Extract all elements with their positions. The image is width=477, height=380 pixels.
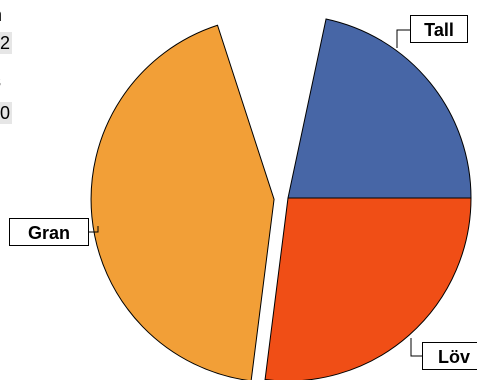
cropped-left-panel: n 2 s 0 bbox=[0, 0, 22, 130]
cropped-value-1: 2 bbox=[0, 32, 12, 54]
leader-line-tall bbox=[396, 29, 410, 48]
cropped-value-2: 0 bbox=[0, 102, 12, 124]
cropped-text-2: s bbox=[0, 70, 1, 92]
leader-line-gran bbox=[89, 226, 99, 233]
pie-slice-gran bbox=[90, 24, 275, 380]
slice-label-gran: Gran bbox=[9, 218, 89, 246]
slice-label-lov: Löv bbox=[422, 342, 477, 370]
pie-slice-lov bbox=[264, 197, 472, 380]
leader-line-lov bbox=[410, 338, 422, 357]
pie-slice-tall bbox=[287, 18, 472, 199]
slice-label-tall: Tall bbox=[410, 15, 468, 43]
cropped-text-1: n bbox=[0, 4, 2, 26]
